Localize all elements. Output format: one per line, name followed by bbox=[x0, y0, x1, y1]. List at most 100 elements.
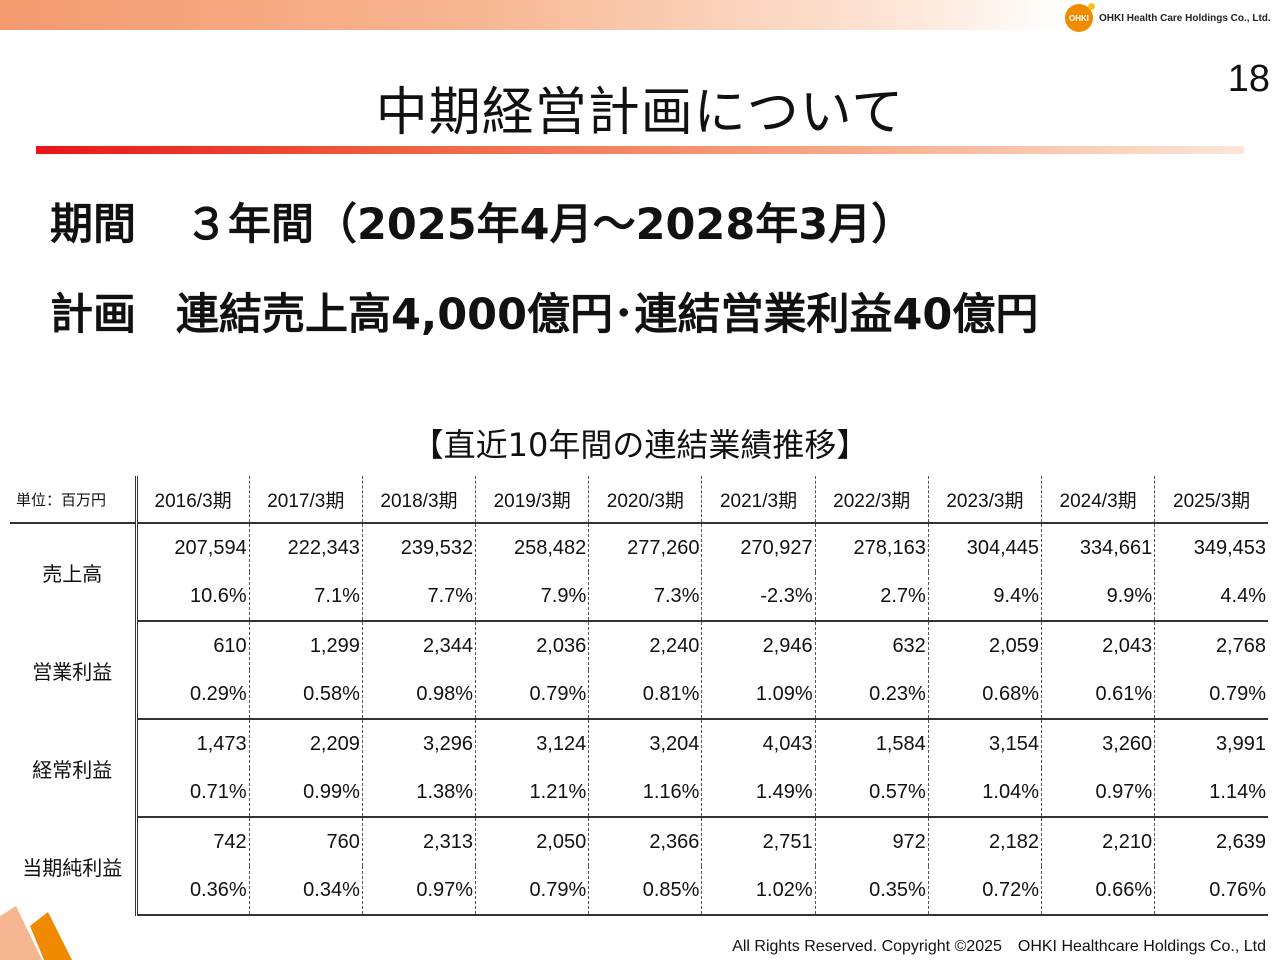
table-body: 売上高 207,594 222,343 239,532 258,482 277,260 27… bbox=[10, 523, 1268, 916]
value-cell: 349,453 bbox=[1193, 536, 1266, 559]
year-header: 2024/3期 bbox=[1041, 476, 1156, 524]
year-header: 2016/3期 bbox=[136, 476, 250, 524]
value-cell: 760 bbox=[249, 817, 363, 866]
percent-cell: 0.35% bbox=[815, 866, 929, 916]
row-label: 売上高 bbox=[10, 523, 138, 621]
percent-cell: 1.02% bbox=[701, 866, 816, 916]
value-cell: 3,124 bbox=[475, 719, 590, 768]
percent-cell: 0.98% bbox=[362, 670, 477, 720]
value-cell: 610 bbox=[136, 621, 250, 670]
percent-cell: 0.66% bbox=[1041, 866, 1156, 916]
percent-cell: 0.79% bbox=[1154, 670, 1268, 720]
row-label: 当期純利益 bbox=[10, 817, 138, 915]
percent-cell: 1.16% bbox=[588, 768, 703, 818]
value-cell: 3,154 bbox=[928, 719, 1043, 768]
percent-cell: 0.36% bbox=[136, 866, 250, 916]
percent-cell: 1.04% bbox=[928, 768, 1043, 818]
year-header: 2018/3期 bbox=[362, 476, 477, 524]
page-title: 中期経営計画について bbox=[375, 83, 905, 143]
year-header: 2019/3期 bbox=[475, 476, 590, 524]
value-cell: 2,036 bbox=[475, 621, 590, 670]
percent-cell: 1.49% bbox=[701, 768, 816, 818]
table-row-values: 経常利益 1,473 2,209 3,296 3,124 3,204 4,043 1,584 3… bbox=[10, 719, 1268, 817]
title-underline bbox=[36, 146, 1244, 154]
percent-cell: 0.99% bbox=[249, 768, 363, 818]
year-header: 2023/3期 bbox=[928, 476, 1043, 524]
year-header: 2022/3期 bbox=[815, 476, 929, 524]
percent-cell: 4.4% bbox=[1154, 572, 1268, 622]
value-cell: 2,366 bbox=[588, 817, 703, 866]
period-label: 期間 bbox=[50, 200, 136, 250]
percent-cell: 0.29% bbox=[136, 670, 250, 720]
value-cell: 2,946 bbox=[701, 621, 816, 670]
percent-cell: 0.85% bbox=[588, 866, 703, 916]
value-cell: 278,163 bbox=[815, 523, 929, 572]
percent-cell: 1.14% bbox=[1154, 768, 1268, 818]
year-header: 2020/3期 bbox=[588, 476, 703, 524]
plan-label: 計画 bbox=[50, 290, 136, 340]
value-cell: 742 bbox=[136, 817, 250, 866]
percent-cell: 10.6% bbox=[136, 572, 250, 622]
row-label: 営業利益 bbox=[10, 621, 138, 719]
footer-copyright: All Rights Reserved. Copyright ©2025 OHK… bbox=[732, 938, 1266, 955]
value-cell: 2,059 bbox=[928, 621, 1043, 670]
percent-cell: 0.72% bbox=[928, 866, 1043, 916]
corner-shape-orange bbox=[30, 912, 72, 960]
percent-cell: 0.97% bbox=[1041, 768, 1156, 818]
percent-cell: 0.76% bbox=[1154, 866, 1268, 916]
table-row-percents: 0.29% 0.58% 0.98% 0.79% 0.81% 1.09% 0.23% 0.68%… bbox=[10, 670, 1268, 720]
percent-cell: 0.57% bbox=[815, 768, 929, 818]
value-cell: 2,209 bbox=[249, 719, 363, 768]
top-gradient-band bbox=[0, 0, 1065, 30]
percent-cell: 0.34% bbox=[249, 866, 363, 916]
percent-cell: 9.4% bbox=[928, 572, 1043, 622]
value-cell: 3,991 bbox=[1215, 732, 1266, 755]
table-subtitle: 【直近10年間の連結業績推移】 bbox=[411, 426, 869, 464]
percent-cell: 7.7% bbox=[362, 572, 477, 622]
value-cell: 2,768 bbox=[1215, 634, 1266, 657]
value-cell: 3,296 bbox=[362, 719, 477, 768]
logo-company-name: OHKI Health Care Holdings Co., Ltd. bbox=[1099, 12, 1271, 24]
company-logo: OHKI OHKI Health Care Holdings Co., Ltd. bbox=[1065, 2, 1280, 34]
value-cell: 239,532 bbox=[362, 523, 477, 572]
performance-table: 単位：百万円 2016/3期 2017/3期 2018/3期 2019/3期 2… bbox=[10, 476, 1268, 916]
plan-headline: 計画 連結売上高4,000億円･連結営業利益40億円 bbox=[50, 280, 1038, 342]
value-cell: 222,343 bbox=[249, 523, 363, 572]
percent-cell: 7.3% bbox=[588, 572, 703, 622]
value-cell: 632 bbox=[815, 621, 929, 670]
table-header-row: 単位：百万円 2016/3期 2017/3期 2018/3期 2019/3期 2… bbox=[10, 476, 1268, 524]
percent-cell: 2.7% bbox=[815, 572, 929, 622]
value-cell: 1,299 bbox=[249, 621, 363, 670]
percent-cell: 7.9% bbox=[475, 572, 590, 622]
value-cell: 1,584 bbox=[815, 719, 929, 768]
percent-cell: 0.81% bbox=[588, 670, 703, 720]
table-row-percents: 0.71% 0.99% 1.38% 1.21% 1.16% 1.49% 0.57% 1.04%… bbox=[10, 768, 1268, 818]
value-cell: 1,473 bbox=[136, 719, 250, 768]
row-label: 経常利益 bbox=[10, 719, 138, 817]
percent-cell: 0.79% bbox=[475, 670, 590, 720]
corner-decoration bbox=[0, 906, 72, 960]
logo-mark-icon: OHKI bbox=[1065, 3, 1095, 32]
table-row-percents: 10.6% 7.1% 7.7% 7.9% 7.3% -2.3% 2.7% 9.4% 9.9% 4.… bbox=[10, 572, 1268, 622]
value-cell: 277,260 bbox=[588, 523, 703, 572]
percent-cell: 1.38% bbox=[362, 768, 477, 818]
percent-cell: 0.97% bbox=[362, 866, 477, 916]
year-header: 2021/3期 bbox=[701, 476, 816, 524]
value-cell: 2,043 bbox=[1041, 621, 1156, 670]
value-cell: 2,240 bbox=[588, 621, 703, 670]
table-row-values: 営業利益 610 1,299 2,344 2,036 2,240 2,946 632 2,059… bbox=[10, 621, 1268, 719]
percent-cell: 0.23% bbox=[815, 670, 929, 720]
value-cell: 258,482 bbox=[475, 523, 590, 572]
value-cell: 3,204 bbox=[588, 719, 703, 768]
value-cell: 334,661 bbox=[1041, 523, 1156, 572]
period-text: ３年間（2025年4月～2028年3月） bbox=[185, 200, 915, 250]
value-cell: 972 bbox=[815, 817, 929, 866]
value-cell: 3,260 bbox=[1041, 719, 1156, 768]
value-cell: 2,210 bbox=[1041, 817, 1156, 866]
value-cell: 2,182 bbox=[928, 817, 1043, 866]
value-cell: 304,445 bbox=[928, 523, 1043, 572]
value-cell: 2,344 bbox=[362, 621, 477, 670]
table-row-values: 売上高 207,594 222,343 239,532 258,482 277,260 27… bbox=[10, 523, 1268, 621]
value-cell: 2,751 bbox=[701, 817, 816, 866]
percent-cell: 7.1% bbox=[249, 572, 363, 622]
